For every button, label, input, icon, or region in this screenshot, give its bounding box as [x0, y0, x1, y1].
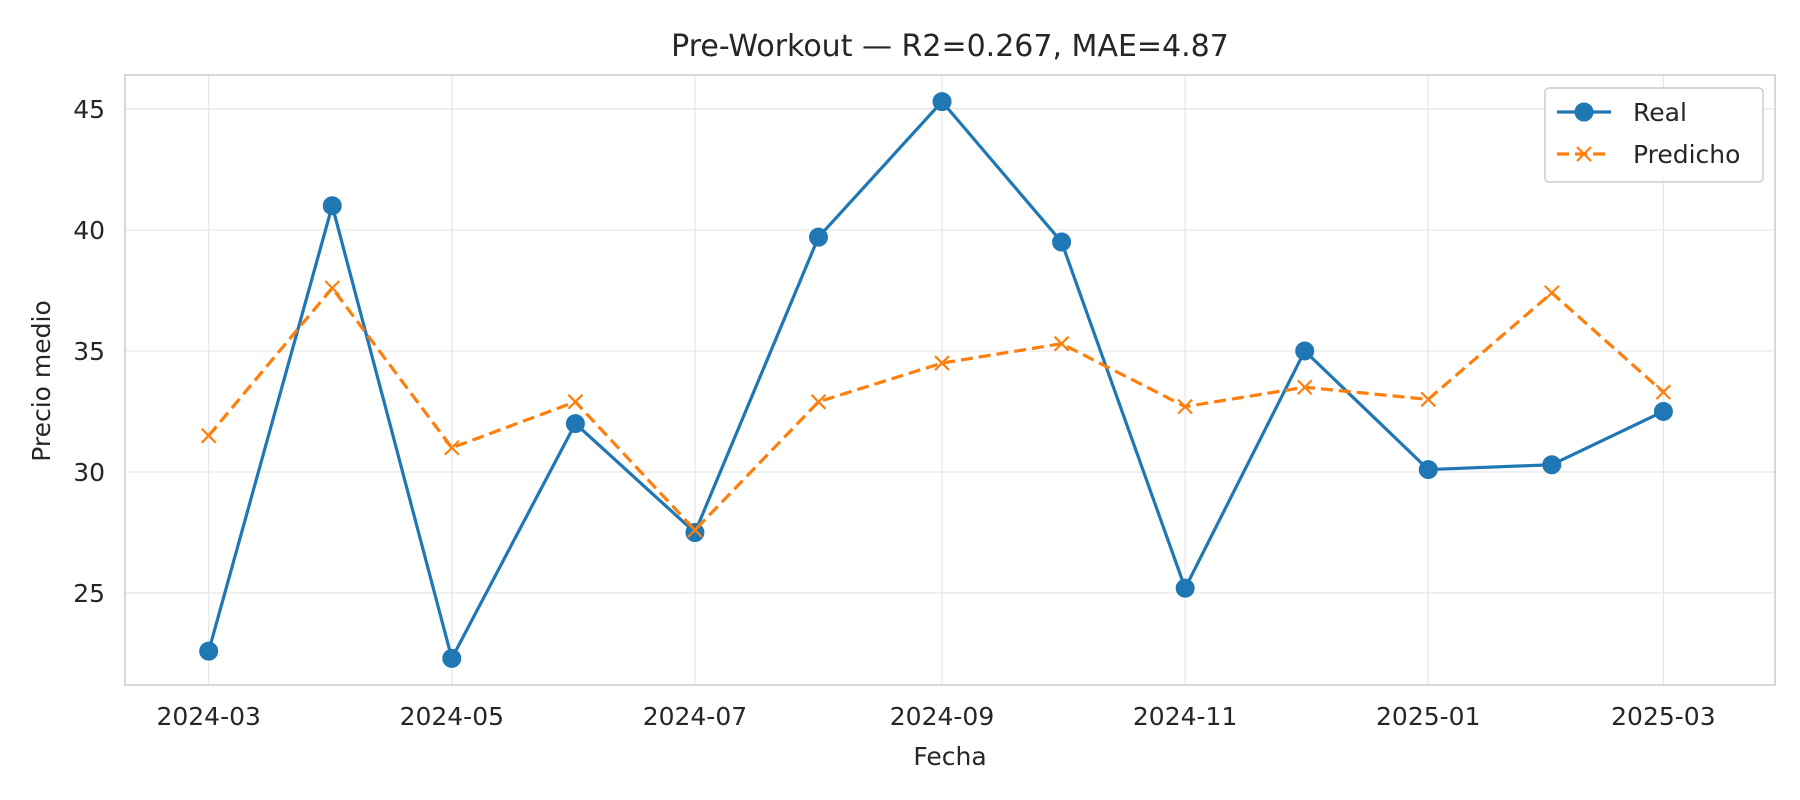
legend-marker	[1574, 102, 1594, 122]
data-point-real	[1052, 232, 1072, 252]
y-tick-label: 25	[73, 579, 105, 608]
legend-label: Real	[1633, 98, 1687, 127]
chart-title: Pre-Workout — R2=0.267, MAE=4.87	[671, 29, 1229, 64]
data-point-real	[685, 523, 705, 542]
data-point-real	[1295, 341, 1315, 361]
data-point-real	[808, 227, 828, 247]
data-point-real	[565, 414, 585, 434]
data-point-predicho	[1544, 285, 1560, 301]
data-point-real	[1653, 401, 1673, 421]
data-point-real	[1175, 578, 1195, 598]
y-tick-label: 30	[73, 458, 105, 487]
series-predicho	[200, 280, 1672, 538]
x-tick-label: 2024-11	[1133, 702, 1237, 731]
data-point-predicho	[1655, 384, 1672, 400]
x-axis-label: Fecha	[913, 742, 986, 771]
series-real	[199, 92, 1673, 668]
data-point-real	[1542, 455, 1562, 475]
data-point-predicho	[810, 394, 827, 410]
legend-item-real: Real	[1557, 98, 1687, 127]
y-tick-label: 45	[73, 95, 105, 124]
data-point-real	[442, 648, 462, 668]
data-point-predicho	[1420, 391, 1437, 408]
legend-label: Predicho	[1633, 140, 1740, 169]
data-point-predicho	[567, 394, 584, 410]
data-point-predicho	[444, 439, 460, 456]
data-point-predicho	[687, 522, 703, 538]
y-tick-label: 40	[73, 216, 105, 245]
y-tick-label: 35	[73, 337, 105, 366]
x-tick-label: 2025-01	[1376, 702, 1480, 731]
y-axis-label: Precio medio	[27, 300, 56, 462]
legend: Real Predicho	[1544, 87, 1764, 183]
data-point-real	[322, 196, 342, 216]
series-group	[199, 92, 1673, 668]
legend-marker	[1576, 146, 1592, 162]
x-tick-label: 2024-03	[156, 702, 260, 731]
data-point-real	[199, 641, 219, 661]
x-tick-label: 2025-03	[1611, 702, 1715, 731]
data-point-real	[1418, 460, 1438, 480]
x-tick-label: 2024-09	[890, 702, 994, 731]
data-point-predicho	[934, 355, 950, 371]
data-point-predicho	[1296, 379, 1313, 396]
x-tick-label: 2024-05	[400, 702, 504, 731]
data-point-predicho	[200, 427, 217, 444]
data-point-predicho	[1053, 335, 1070, 352]
data-point-real	[932, 92, 952, 112]
grid	[125, 75, 1775, 685]
data-point-predicho	[1177, 398, 1193, 415]
data-point-predicho	[324, 280, 341, 296]
x-tick-label: 2024-07	[643, 702, 747, 731]
plot-area	[124, 74, 1776, 686]
legend-item-predicho: Predicho	[1557, 140, 1740, 169]
tick-labels: 2024-03 2024-05 2024-07 2024-09 2024-11 2025-…	[73, 95, 1715, 731]
